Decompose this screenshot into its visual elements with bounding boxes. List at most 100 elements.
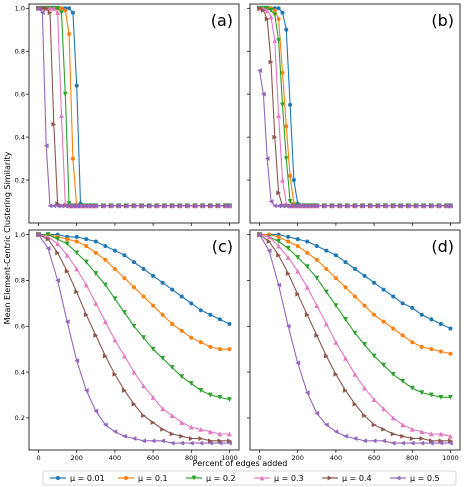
data-point (266, 239, 272, 244)
data-point (323, 422, 329, 428)
data-point (299, 203, 304, 209)
y-tick-label: 0.2 (15, 176, 25, 184)
data-point (305, 239, 310, 244)
data-point (428, 438, 434, 444)
data-point (264, 8, 270, 13)
data-point (286, 239, 291, 244)
data-point (409, 385, 415, 391)
x-tick-label: 600 (147, 454, 159, 462)
series-line (38, 234, 230, 401)
plot-frame (249, 229, 461, 451)
data-point (406, 203, 411, 209)
data-point (419, 429, 425, 435)
data-point (198, 436, 204, 441)
data-point (208, 312, 213, 317)
y-tick-label: 0.8 (15, 277, 25, 285)
data-point (367, 203, 373, 209)
panel-d: 0 200 400 600 800 1000 (d) (247, 229, 461, 462)
data-point (304, 264, 310, 270)
data-point (169, 203, 175, 209)
data-point (390, 415, 396, 421)
panel-b: (b) (247, 3, 461, 226)
panels: 0.2 0.4 0.6 0.8 1.0 (a) (b) 0.2 0.4 0.6 0.8 1.0 0 200… (15, 3, 461, 462)
data-point (391, 294, 396, 299)
data-point (362, 385, 367, 391)
data-point (276, 113, 282, 119)
data-point (81, 203, 87, 209)
data-point (372, 312, 377, 317)
data-point (438, 394, 444, 400)
data-point (112, 248, 117, 253)
y-tick-label: 0.6 (15, 90, 25, 98)
data-point (276, 203, 282, 209)
data-point (352, 330, 358, 336)
series-3 (257, 232, 453, 439)
data-point (217, 347, 222, 352)
data-point (59, 10, 64, 15)
data-point (272, 38, 278, 43)
data-point (444, 203, 450, 209)
data-point (429, 317, 434, 322)
data-point (260, 8, 266, 13)
data-point (409, 436, 415, 441)
plot-frame (28, 3, 240, 224)
data-point (227, 321, 232, 326)
data-point (268, 8, 274, 13)
data-point (428, 203, 434, 209)
x-tick-label: 400 (330, 454, 342, 462)
data-point (112, 429, 118, 435)
data-point (43, 5, 49, 11)
data-point (268, 14, 274, 20)
data-point (83, 282, 89, 288)
data-point (419, 390, 425, 396)
data-point (419, 440, 425, 446)
x-axis-label: Percent of edges added (193, 459, 288, 468)
data-point (59, 6, 64, 11)
data-point (353, 294, 357, 299)
data-point (314, 333, 320, 338)
legend-item: μ = 0.4 (322, 474, 372, 483)
legend-label: μ = 0.2 (206, 474, 236, 483)
data-point (438, 438, 444, 444)
data-point (371, 422, 377, 428)
data-point (47, 203, 53, 209)
data-point (413, 203, 419, 209)
data-point (295, 203, 301, 209)
series-line (38, 7, 230, 207)
data-point (70, 10, 75, 15)
data-point (324, 248, 329, 253)
data-point (169, 365, 175, 370)
data-point (179, 433, 185, 439)
y-tick-label: 0.4 (15, 133, 25, 141)
data-point (108, 203, 114, 209)
data-point (438, 440, 444, 446)
panel-label: (c) (212, 237, 233, 256)
data-point (227, 347, 232, 352)
data-point (217, 394, 223, 400)
data-point (276, 17, 281, 22)
data-point (381, 319, 386, 324)
data-point (198, 426, 204, 432)
data-point (410, 340, 415, 345)
data-point (287, 199, 293, 204)
legend-item: μ = 0.3 (254, 474, 304, 483)
data-point (198, 308, 203, 313)
data-point (276, 6, 281, 11)
data-point (428, 431, 434, 437)
data-point (343, 316, 348, 322)
data-point (59, 113, 64, 119)
data-point (62, 203, 68, 209)
data-point (169, 440, 175, 446)
data-point (390, 440, 396, 446)
data-point (55, 278, 61, 283)
data-point (288, 102, 293, 107)
data-point (70, 203, 76, 209)
panel-label: (d) (431, 237, 454, 256)
legend-label: μ = 0.01 (70, 474, 105, 483)
data-point (151, 273, 156, 278)
data-point (227, 440, 232, 446)
series-line (38, 234, 230, 444)
data-point (47, 10, 53, 15)
data-point (322, 203, 327, 209)
